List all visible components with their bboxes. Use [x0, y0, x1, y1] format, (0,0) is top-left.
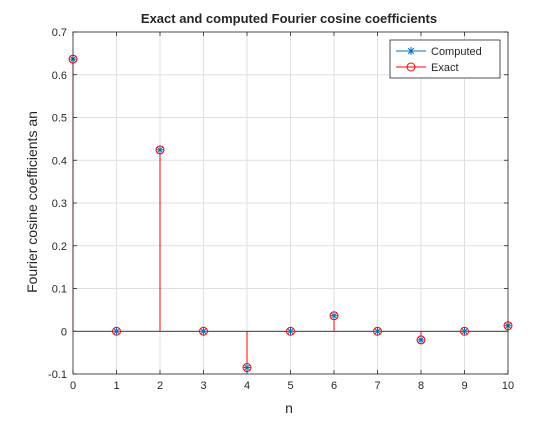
- legend-box: [389, 39, 501, 79]
- chart-title: Exact and computed Fourier cosine coeffi…: [141, 11, 437, 26]
- x-tick-label: 4: [244, 380, 250, 392]
- legend-label: Computed: [431, 46, 482, 58]
- asterisk-stroke: [200, 328, 207, 335]
- legend-computed-marker: [407, 47, 415, 55]
- x-tick-label: 8: [418, 380, 424, 392]
- x-tick-label: 6: [331, 380, 337, 392]
- computed-marker: [199, 327, 208, 336]
- exact-marker: [112, 326, 121, 336]
- asterisk-stroke: [113, 328, 120, 335]
- legend-exact-marker: [406, 62, 416, 72]
- axes: [72, 31, 509, 375]
- computed-marker: [373, 327, 382, 336]
- y-tick-label: 0.1: [52, 284, 67, 296]
- y-tick-label: 0.2: [52, 241, 67, 253]
- y-axis-label: Fourier cosine coefficients an: [24, 111, 40, 293]
- asterisk-stroke: [330, 312, 338, 319]
- asterisk-stroke: [461, 328, 468, 335]
- asterisk-stroke: [374, 328, 381, 335]
- computed-marker: [112, 327, 121, 336]
- exact-marker: [416, 335, 426, 345]
- legend[interactable]: Computed Exact: [389, 39, 501, 79]
- y-tick-label: 0.6: [52, 70, 67, 82]
- x-tick-label: 7: [374, 380, 380, 392]
- computed-marker: [417, 335, 425, 344]
- asterisk-stroke: [417, 336, 425, 344]
- y-tick-label: 0: [61, 326, 67, 338]
- computed-marker: [286, 327, 295, 336]
- computed-marker: [330, 311, 338, 320]
- exact-marker: [373, 326, 382, 336]
- x-tick-label: 1: [113, 380, 119, 392]
- exact-marker: [460, 326, 469, 336]
- x-tick-label: 2: [157, 380, 163, 392]
- y-tick-label: -0.1: [48, 369, 67, 381]
- y-tick-label: 0.7: [52, 27, 67, 39]
- asterisk-stroke: [287, 328, 294, 335]
- x-tick-label: 10: [502, 380, 514, 392]
- x-tick-label: 0: [70, 380, 76, 392]
- tick-labels: 0 1 2 3 4 5 6 7 8 9 10-0.100.10.20.30.40.50.60.7: [48, 27, 514, 392]
- asterisk-stroke: [243, 364, 251, 371]
- legend-label: Exact: [431, 62, 459, 74]
- exact-marker: [199, 326, 208, 336]
- exact-marker: [286, 326, 295, 336]
- asterisk-stroke: [407, 47, 415, 55]
- computed-marker: [156, 145, 164, 154]
- y-tick-label: 0.5: [52, 113, 67, 125]
- x-tick-label: 3: [200, 380, 206, 392]
- y-tick-label: 0.3: [52, 198, 67, 210]
- asterisk-stroke: [156, 146, 164, 154]
- exact-marker: [329, 311, 339, 321]
- x-tick-label: 5: [287, 380, 293, 392]
- x-axis-label: n: [285, 400, 293, 416]
- computed-marker: [460, 327, 469, 336]
- x-tick-label: 9: [461, 380, 467, 392]
- y-tick-label: 0.4: [52, 155, 67, 167]
- exact-marker: [155, 145, 165, 155]
